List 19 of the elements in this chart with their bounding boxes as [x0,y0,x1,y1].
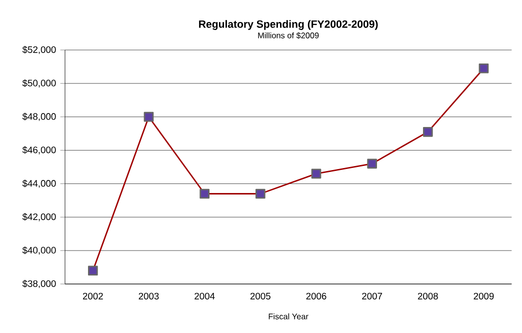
x-tick-label: 2004 [194,292,215,300]
y-tick-label: $42,000 [22,213,56,222]
y-tick-label: $46,000 [22,146,56,154]
x-tick-label: 2006 [306,292,326,300]
x-tick-label: 2007 [362,292,382,300]
y-tick-label: $50,000 [22,79,56,88]
y-tick-label: $44,000 [22,180,56,188]
y-tick-label: $38,000 [22,280,56,288]
y-tick-label: $40,000 [22,246,56,255]
x-tick-label: 2008 [418,292,438,300]
x-tick-label: 2002 [82,292,103,300]
y-tick-label: $48,000 [22,112,56,121]
x-tick-label: 2003 [138,292,159,300]
x-tick-label: 2009 [474,292,494,300]
x-tick-label: 2005 [250,292,270,300]
chart-title: Regulatory Spending (FY2002-2009) [199,20,378,30]
chart-subtitle: Millions of $2009 [258,32,319,39]
y-tick-label: $52,000 [22,46,56,54]
x-axis-title: Fiscal Year [268,313,308,320]
